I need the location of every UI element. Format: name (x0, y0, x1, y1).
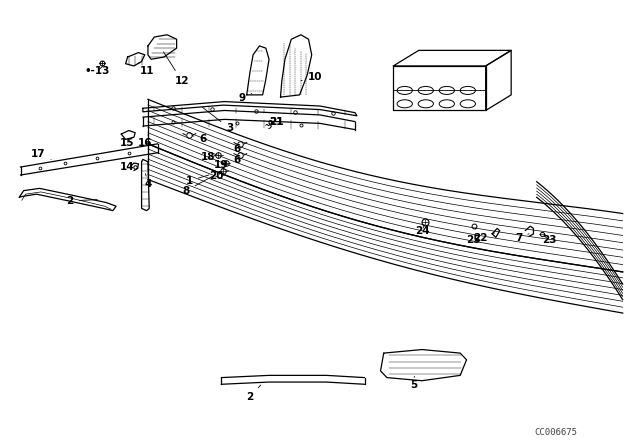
Text: 22: 22 (474, 233, 495, 243)
Text: 3: 3 (202, 107, 233, 133)
Text: 5: 5 (411, 376, 418, 390)
Text: 18: 18 (201, 152, 216, 162)
Text: 17: 17 (31, 149, 51, 159)
Text: 10: 10 (301, 72, 322, 82)
Text: ₰: ₰ (265, 119, 273, 132)
Text: 15: 15 (120, 138, 135, 148)
Text: CC006675: CC006675 (534, 428, 577, 437)
Text: 24: 24 (415, 226, 429, 236)
Text: 4: 4 (145, 174, 152, 189)
Text: 2: 2 (67, 196, 97, 206)
Text: 9: 9 (239, 94, 252, 103)
Text: 21: 21 (269, 116, 284, 127)
Text: 2: 2 (246, 385, 260, 402)
Text: 8: 8 (182, 177, 212, 196)
Text: 7: 7 (515, 233, 529, 243)
Text: 11: 11 (138, 63, 154, 76)
Text: 20: 20 (209, 171, 224, 181)
Text: 6: 6 (234, 155, 241, 165)
Text: 1: 1 (186, 175, 209, 186)
Text: 21: 21 (269, 116, 284, 127)
Text: 14: 14 (120, 163, 135, 172)
Text: 25: 25 (466, 228, 480, 245)
Text: 23: 23 (542, 236, 557, 246)
Text: 12: 12 (163, 52, 189, 86)
Text: 6: 6 (234, 144, 241, 154)
Text: •-13: •-13 (84, 66, 109, 76)
Text: 16: 16 (138, 135, 152, 148)
Text: 19: 19 (214, 160, 228, 170)
Text: 6: 6 (192, 134, 206, 143)
